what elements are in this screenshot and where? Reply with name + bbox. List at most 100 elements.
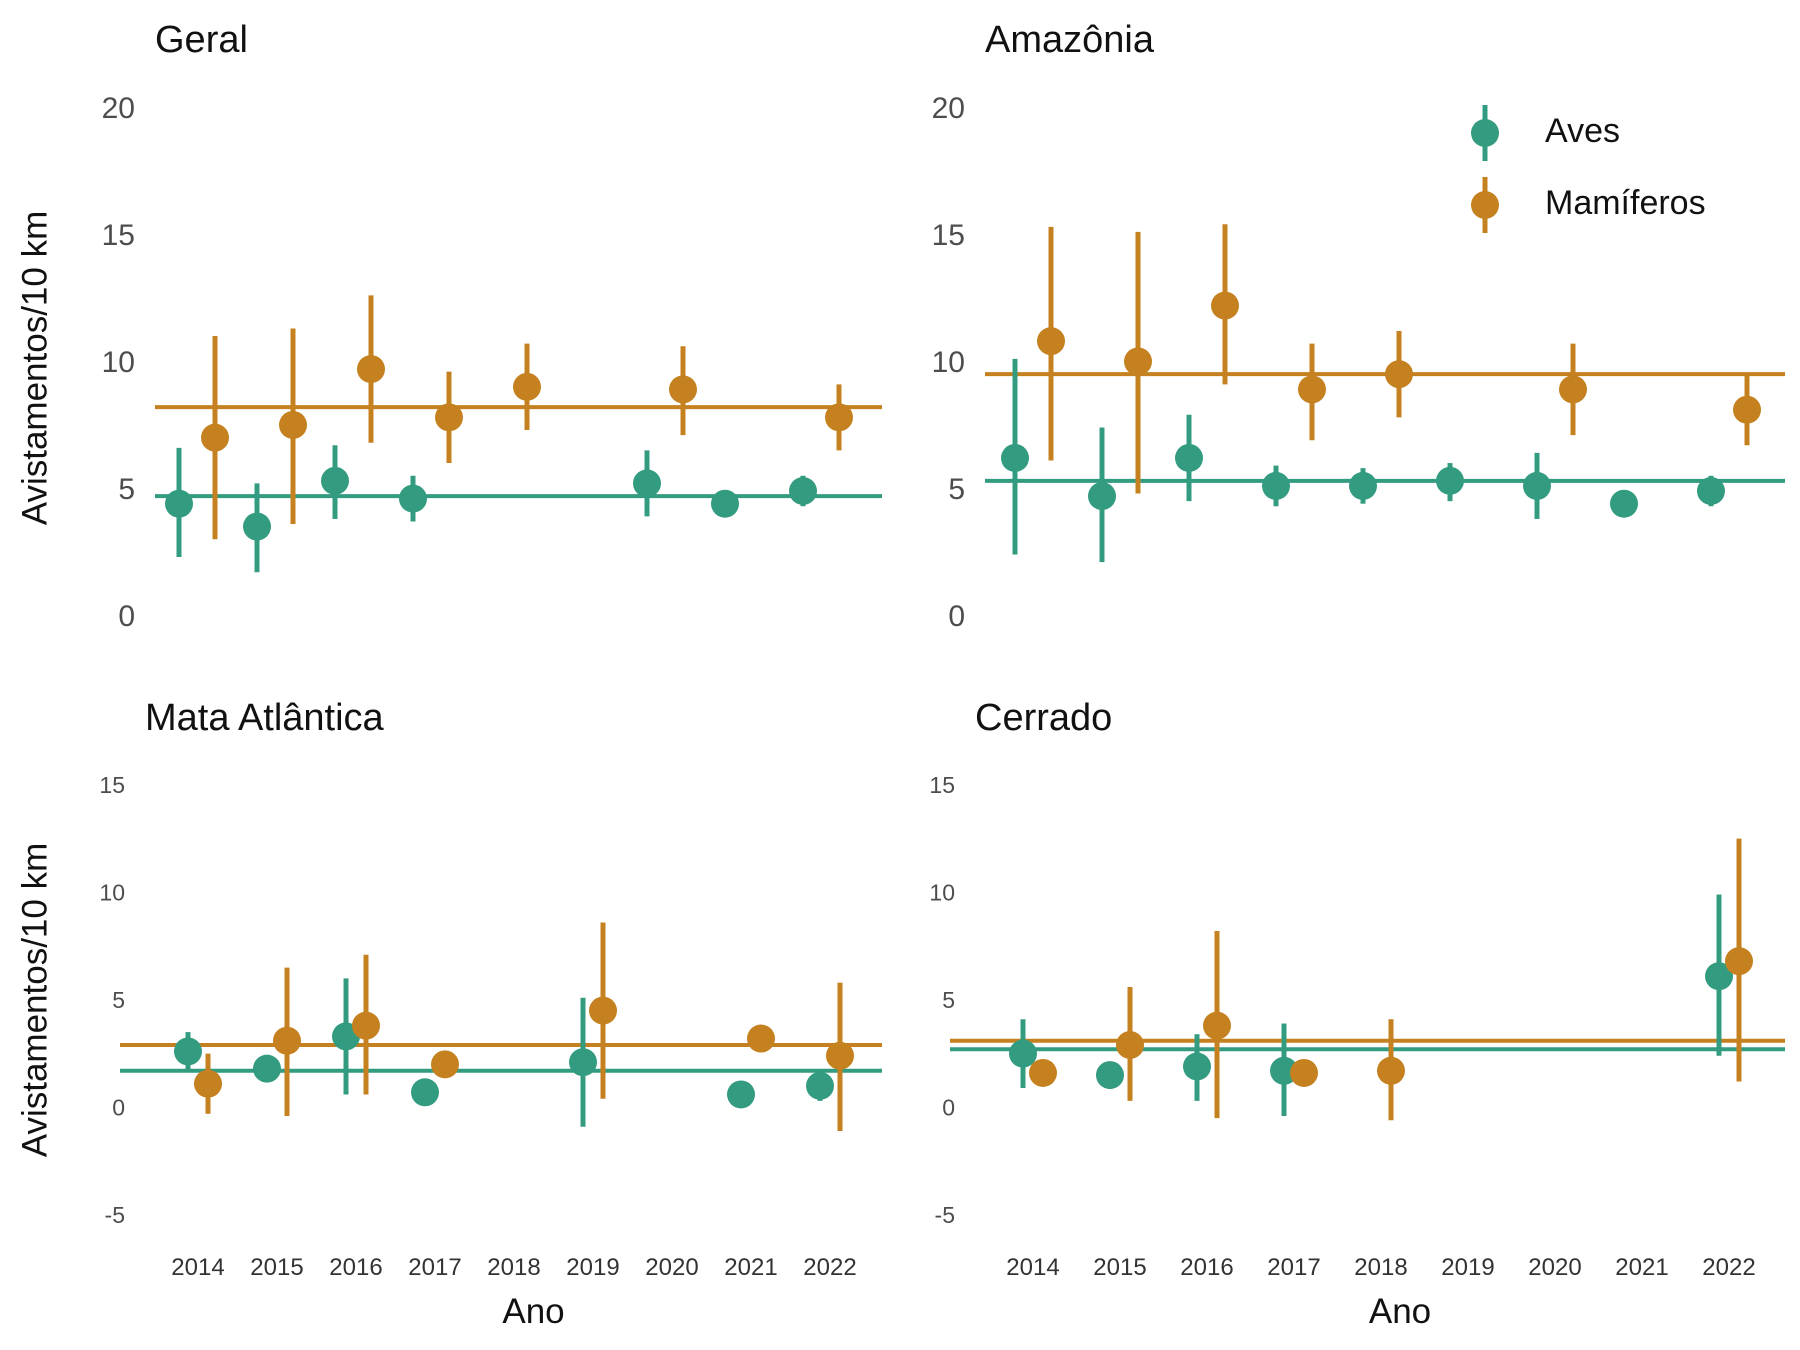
x-axis-title: Ano <box>502 1292 564 1331</box>
x-tick-label: 2014 <box>171 1254 224 1281</box>
point-mamiferos <box>669 375 697 404</box>
point-aves <box>165 489 193 518</box>
y-tick-label: 0 <box>942 1095 955 1121</box>
point-mamiferos <box>435 403 463 432</box>
y-tick-label: -5 <box>105 1202 125 1228</box>
point-aves <box>1262 471 1290 500</box>
point-mamiferos <box>431 1050 459 1079</box>
point-aves <box>1523 471 1551 500</box>
point-mamiferos <box>1377 1056 1405 1085</box>
y-tick-label: 0 <box>118 600 135 633</box>
point-mamiferos <box>357 355 385 384</box>
y-tick-label: 15 <box>102 219 135 252</box>
x-tick-label: 2022 <box>803 1254 856 1281</box>
point-mamiferos <box>1037 327 1065 356</box>
point-mamiferos <box>1203 1011 1231 1040</box>
y-tick-label: 15 <box>932 219 965 252</box>
point-aves <box>1610 489 1638 518</box>
point-mamiferos <box>1385 360 1413 389</box>
y-tick-label: -5 <box>935 1202 955 1228</box>
point-aves <box>1009 1039 1037 1068</box>
y-tick-label: 20 <box>932 92 965 125</box>
point-mamiferos <box>194 1069 222 1098</box>
point-aves <box>411 1078 439 1107</box>
x-tick-label: 2020 <box>1528 1254 1581 1281</box>
point-mamiferos <box>1725 947 1753 976</box>
facet-mata-atlântica: Mata Atlântica -5 0 5 10 15 Avistamentos/10 km… <box>15 697 882 1331</box>
x-tick-label: 2017 <box>1267 1254 1320 1281</box>
point-aves <box>243 512 271 541</box>
x-tick-label: 2018 <box>487 1254 540 1281</box>
point-aves <box>1436 466 1464 495</box>
y-tick-label: 5 <box>948 473 965 506</box>
x-tick-label: 2021 <box>724 1254 777 1281</box>
point-mamiferos <box>825 403 853 432</box>
legend-label-mamiferos: Mamíferos <box>1545 184 1706 222</box>
point-aves <box>806 1071 834 1100</box>
x-tick-label: 2018 <box>1354 1254 1407 1281</box>
y-tick-label: 5 <box>112 987 125 1013</box>
y-tick-label: 10 <box>99 880 125 906</box>
x-tick-label: 2016 <box>329 1254 382 1281</box>
y-tick-label: 10 <box>102 346 135 379</box>
x-tick-label: 2016 <box>1180 1254 1233 1281</box>
legend: Aves Mamíferos <box>1471 105 1706 233</box>
y-tick-label: 5 <box>942 987 955 1013</box>
point-aves <box>399 484 427 513</box>
point-mamiferos <box>201 423 229 452</box>
point-mamiferos <box>747 1024 775 1053</box>
point-aves <box>1705 962 1733 991</box>
x-tick-label: 2015 <box>1093 1254 1146 1281</box>
legend-label-aves: Aves <box>1545 112 1620 150</box>
point-aves <box>711 489 739 518</box>
facet-cerrado: Cerrado -5 0 5 10 15 2014 2015 2016 2017 2018 2019 2… <box>929 697 1785 1331</box>
y-axis-title: Avistamentos/10 km <box>15 211 54 526</box>
panel-title: Mata Atlântica <box>145 697 385 739</box>
x-tick-label: 2017 <box>408 1254 461 1281</box>
point-mamiferos <box>826 1041 854 1070</box>
point-mamiferos <box>1733 395 1761 424</box>
legend-key-point-aves <box>1471 119 1499 147</box>
y-tick-label: 10 <box>929 880 955 906</box>
point-mamiferos <box>1298 375 1326 404</box>
x-tick-label: 2022 <box>1702 1254 1755 1281</box>
panel-title: Cerrado <box>975 697 1112 739</box>
legend-key-point-mamiferos <box>1471 191 1499 219</box>
facet-amazônia: Amazônia 0 5 10 15 20 Aves Mamíferos <box>932 19 1785 633</box>
facet-geral: Geral 0 5 10 15 20 Avistamentos/10 km <box>15 19 882 633</box>
x-tick-label: 2015 <box>250 1254 303 1281</box>
panel-title: Amazônia <box>985 19 1155 61</box>
x-axis-title: Ano <box>1369 1292 1431 1331</box>
y-axis-title: Avistamentos/10 km <box>15 843 54 1158</box>
point-aves <box>1183 1052 1211 1081</box>
point-aves <box>253 1054 281 1083</box>
point-aves <box>1697 477 1725 505</box>
point-aves <box>174 1037 202 1066</box>
point-aves <box>633 469 661 498</box>
point-mamiferos <box>1559 375 1587 404</box>
point-mamiferos <box>1211 291 1239 320</box>
point-aves <box>569 1048 597 1077</box>
point-aves <box>321 466 349 495</box>
x-tick-label: 2020 <box>645 1254 698 1281</box>
y-tick-label: 15 <box>99 772 125 798</box>
point-aves <box>727 1080 755 1109</box>
point-mamiferos <box>589 996 617 1025</box>
point-mamiferos <box>352 1011 380 1040</box>
point-mamiferos <box>513 372 541 401</box>
x-tick-label: 2021 <box>1615 1254 1668 1281</box>
point-aves <box>1349 471 1377 500</box>
point-mamiferos <box>1290 1058 1318 1087</box>
y-tick-label: 5 <box>118 473 135 506</box>
point-aves <box>1001 443 1029 472</box>
y-tick-label: 20 <box>102 92 135 125</box>
point-aves <box>1088 482 1116 511</box>
point-mamiferos <box>279 410 307 439</box>
y-tick-label: 15 <box>929 772 955 798</box>
y-tick-label: 0 <box>112 1095 125 1121</box>
panel-title: Geral <box>155 19 248 61</box>
point-mamiferos <box>1029 1058 1057 1087</box>
y-tick-label: 0 <box>948 600 965 633</box>
x-tick-label: 2019 <box>1441 1254 1494 1281</box>
